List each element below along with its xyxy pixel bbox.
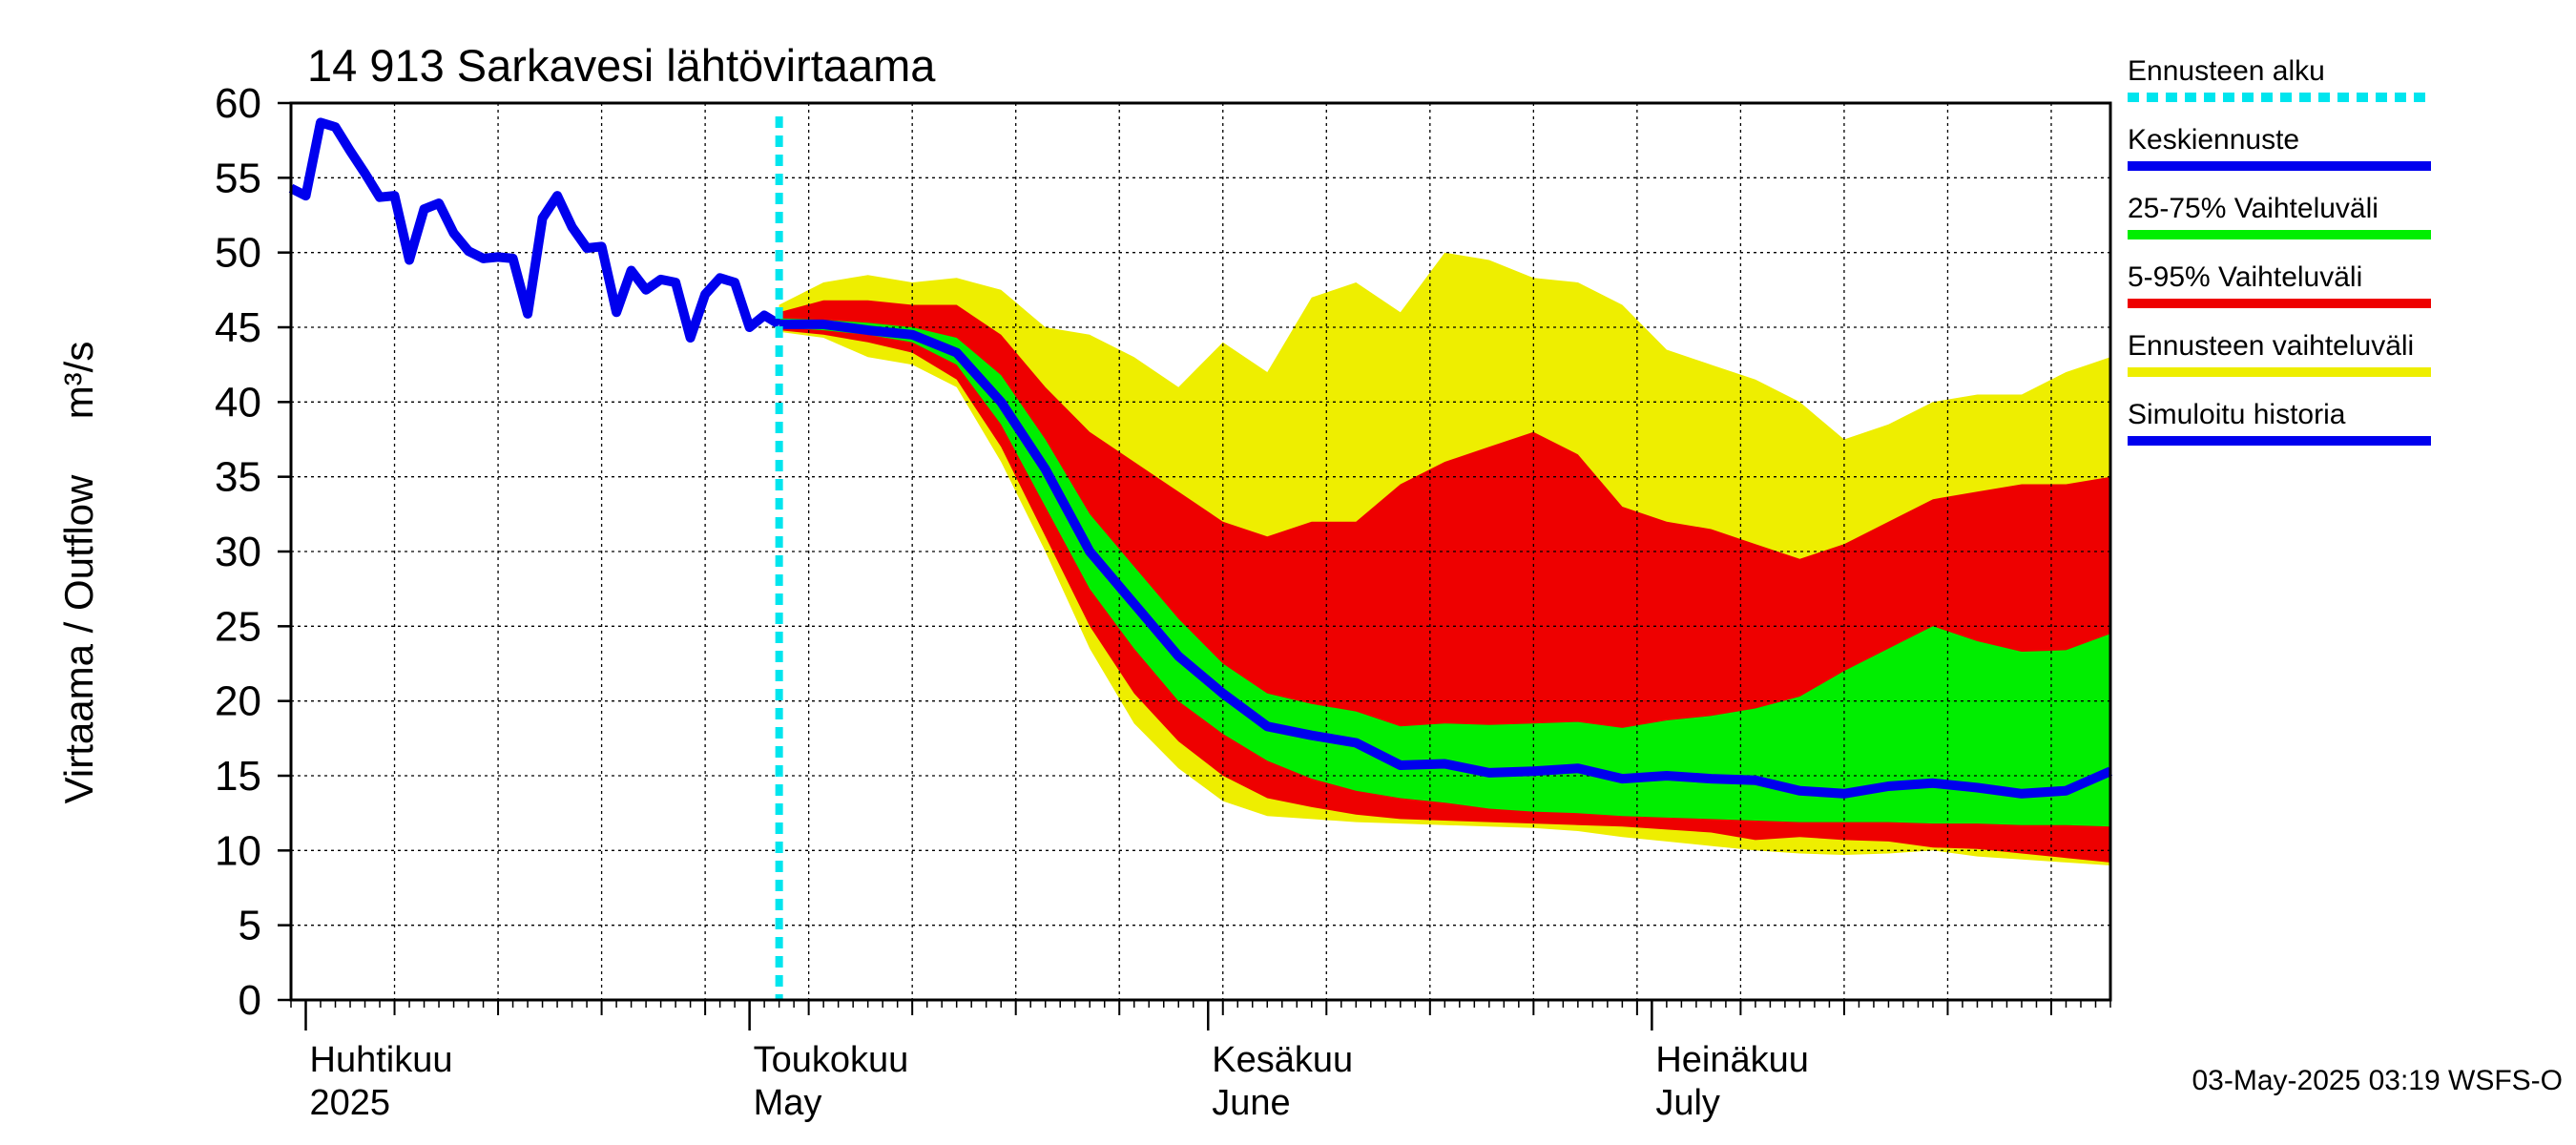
y-tick-label: 0 [239,977,261,1024]
x-month-label: Huhtikuu [310,1040,453,1080]
y-tick-label: 55 [215,155,261,201]
x-month-sublabel: June [1212,1083,1290,1123]
y-tick-label: 60 [215,80,261,127]
legend-label: Keskiennuste [2128,124,2299,156]
y-tick-label: 50 [215,230,261,277]
x-month-label: Heinäkuu [1655,1040,1809,1080]
y-axis-label: Virtaama / Outflow m³/s [56,342,101,804]
y-axis-ticks: 0 5 10 15 20 25 30 35 40 45 50 55 60 [215,80,291,1024]
legend-label: Ennusteen alku [2128,55,2325,87]
y-tick-label: 25 [215,603,261,650]
y-tick-label: 15 [215,753,261,800]
flow-lines [288,116,2113,1000]
legend-label: Ennusteen vaihteluväli [2128,330,2414,362]
band-25-75 [779,318,2110,827]
timestamp-footer: 03-May-2025 03:19 WSFS-O [2192,1065,2564,1096]
x-month-sublabel: May [754,1083,822,1123]
legend: Ennusteen alku Keskiennuste 25-75% Vaihtel… [2128,55,2431,446]
legend-label: 25-75% Vaihteluväli [2128,193,2379,224]
legend-label: 5-95% Vaihteluväli [2128,261,2362,293]
x-month-label: Toukokuu [754,1040,909,1080]
y-tick-label: 40 [215,379,261,426]
simulated-history-line [288,117,782,343]
y-tick-label: 30 [215,529,261,575]
x-month-sublabel: July [1655,1083,1720,1123]
y-tick-label: 45 [215,304,261,351]
median-forecast-line [779,319,2113,799]
legend-label: Simuloitu historia [2128,399,2346,430]
y-tick-label: 20 [215,678,261,725]
y-tick-label: 5 [239,903,261,949]
forecast-bands [779,252,2110,865]
chart-title: 14 913 Sarkavesi lähtövirtaama [307,40,936,91]
y-tick-label: 10 [215,827,261,874]
y-tick-label: 35 [215,454,261,501]
x-month-label: Kesäkuu [1212,1040,1353,1080]
x-month-sublabel: 2025 [310,1083,391,1123]
